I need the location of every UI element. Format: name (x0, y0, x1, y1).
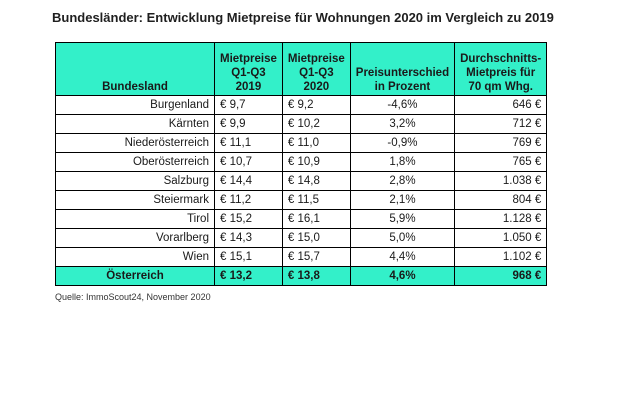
cell-avg-70qm: 712 € (454, 114, 548, 134)
cell-2020: € 16,1 (281, 209, 351, 229)
cell-2020: € 9,2 (281, 95, 351, 115)
cell-bundesland: Oberösterreich (55, 152, 215, 172)
cell-avg-70qm: 1.128 € (454, 209, 548, 229)
cell-percent: -4,6% (349, 95, 456, 115)
cell-avg-70qm: 968 € (454, 266, 548, 286)
cell-avg-70qm: 1.102 € (454, 247, 548, 267)
cell-bundesland: Tirol (55, 209, 215, 229)
header-preisunterschied: Preisunterschied in Prozent (349, 42, 456, 96)
cell-2020: € 15,0 (281, 228, 351, 248)
cell-2020: € 11,0 (281, 133, 351, 153)
table-row: Salzburg € 14,4 € 14,8 2,8% 1.038 € (55, 171, 548, 191)
cell-2019: € 9,7 (214, 95, 283, 115)
cell-avg-70qm: 1.050 € (454, 228, 548, 248)
cell-2019: € 14,3 (214, 228, 283, 248)
cell-avg-70qm: 1.038 € (454, 171, 548, 191)
cell-percent: 2,1% (349, 190, 456, 210)
cell-avg-70qm: 769 € (454, 133, 548, 153)
cell-2019: € 13,2 (214, 266, 283, 286)
table-row: Tirol € 15,2 € 16,1 5,9% 1.128 € (55, 209, 548, 229)
source-note: Quelle: ImmoScout24, November 2020 (55, 292, 211, 302)
cell-2019: € 10,7 (214, 152, 283, 172)
table-row: Niederösterreich € 11,1 € 11,0 -0,9% 769 € (55, 133, 548, 153)
rent-table: Bundesland Mietpreise Q1-Q3 2019 Mietprei… (55, 42, 548, 286)
cell-2019: € 15,1 (214, 247, 283, 267)
cell-percent: 2,8% (349, 171, 456, 191)
cell-percent: 4,6% (349, 266, 456, 286)
cell-2020: € 11,5 (281, 190, 351, 210)
cell-2019: € 14,4 (214, 171, 283, 191)
table-row: Wien € 15,1 € 15,7 4,4% 1.102 € (55, 247, 548, 267)
table-row: Oberösterreich € 10,7 € 10,9 1,8% 765 € (55, 152, 548, 172)
total-row: Österreich € 13,2 € 13,8 4,6% 968 € (55, 266, 548, 286)
cell-2019: € 9,9 (214, 114, 283, 134)
header-mietpreise-2019: Mietpreise Q1-Q3 2019 (214, 42, 283, 96)
header-bundesland: Bundesland (55, 42, 215, 96)
header-durchschnitt: Durchschnitts- Mietpreis für 70 qm Whg. (454, 42, 548, 96)
cell-bundesland: Österreich (55, 266, 215, 286)
cell-2020: € 13,8 (281, 266, 351, 286)
cell-bundesland: Vorarlberg (55, 228, 215, 248)
table-row: Steiermark € 11,2 € 11,5 2,1% 804 € (55, 190, 548, 210)
cell-2020: € 10,2 (281, 114, 351, 134)
cell-percent: 5,9% (349, 209, 456, 229)
cell-bundesland: Steiermark (55, 190, 215, 210)
table-row: Vorarlberg € 14,3 € 15,0 5,0% 1.050 € (55, 228, 548, 248)
table-row: Kärnten € 9,9 € 10,2 3,2% 712 € (55, 114, 548, 134)
header-mietpreise-2020: Mietpreise Q1-Q3 2020 (281, 42, 351, 96)
cell-bundesland: Burgenland (55, 95, 215, 115)
cell-avg-70qm: 646 € (454, 95, 548, 115)
page-title: Bundesländer: Entwicklung Mietpreise für… (52, 10, 554, 25)
cell-2019: € 11,2 (214, 190, 283, 210)
table-header-row: Bundesland Mietpreise Q1-Q3 2019 Mietprei… (55, 42, 548, 96)
cell-percent: -0,9% (349, 133, 456, 153)
cell-percent: 5,0% (349, 228, 456, 248)
cell-percent: 3,2% (349, 114, 456, 134)
cell-2019: € 15,2 (214, 209, 283, 229)
cell-bundesland: Wien (55, 247, 215, 267)
table-body: Burgenland € 9,7 € 9,2 -4,6% 646 € Kärnten € … (55, 95, 548, 286)
cell-2020: € 15,7 (281, 247, 351, 267)
cell-bundesland: Salzburg (55, 171, 215, 191)
cell-percent: 1,8% (349, 152, 456, 172)
cell-avg-70qm: 804 € (454, 190, 548, 210)
cell-bundesland: Niederösterreich (55, 133, 215, 153)
cell-avg-70qm: 765 € (454, 152, 548, 172)
cell-bundesland: Kärnten (55, 114, 215, 134)
cell-2020: € 10,9 (281, 152, 351, 172)
table-row: Burgenland € 9,7 € 9,2 -4,6% 646 € (55, 95, 548, 115)
cell-2020: € 14,8 (281, 171, 351, 191)
cell-2019: € 11,1 (214, 133, 283, 153)
cell-percent: 4,4% (349, 247, 456, 267)
